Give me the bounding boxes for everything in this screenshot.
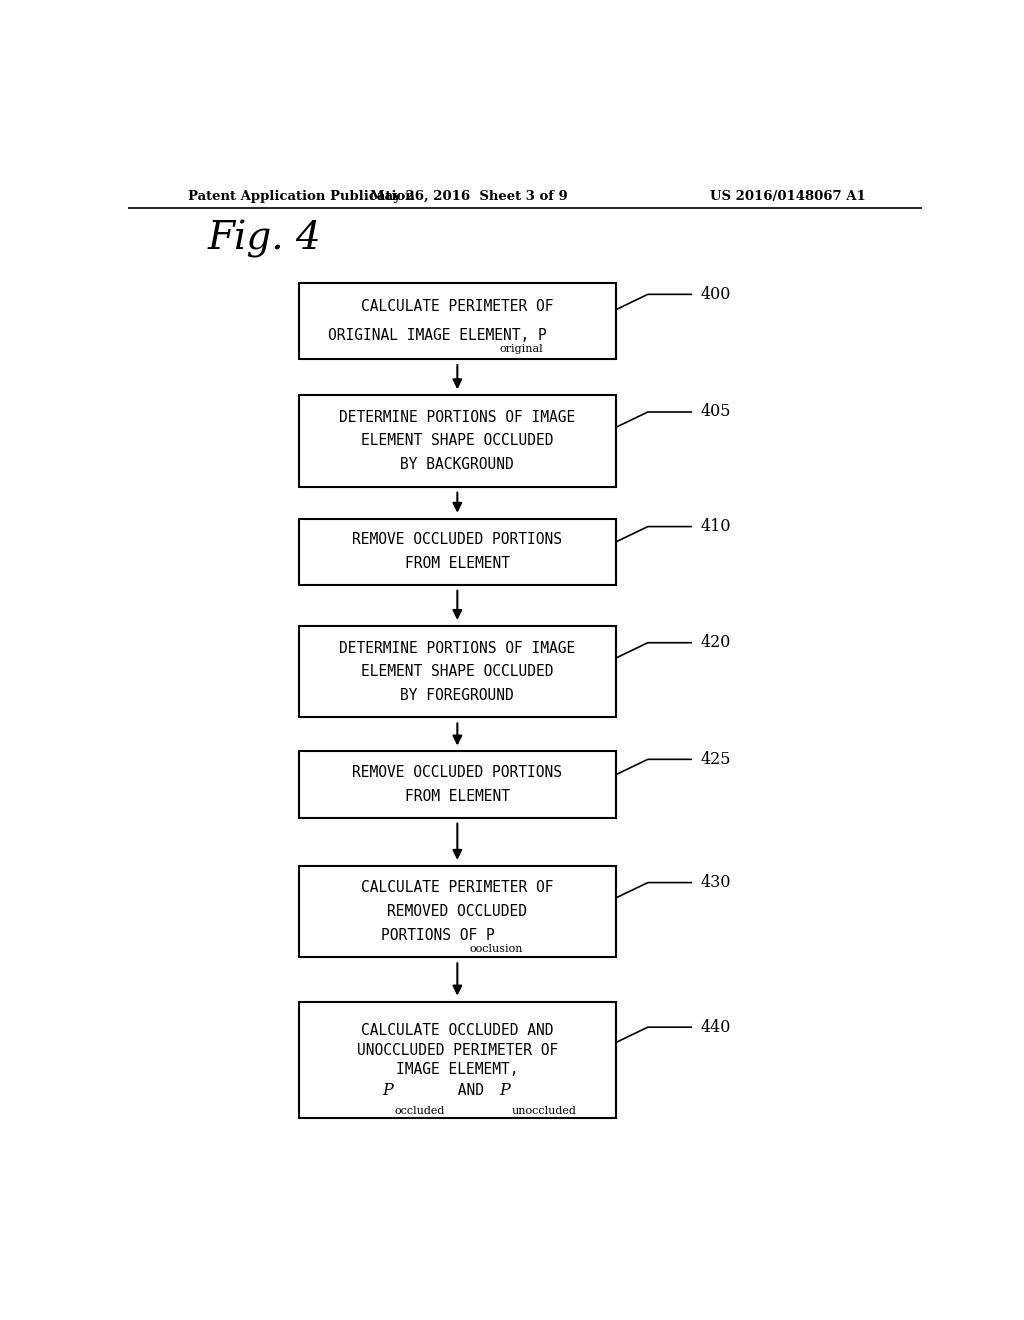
FancyBboxPatch shape <box>299 626 616 718</box>
Text: ooclusion: ooclusion <box>469 944 523 954</box>
FancyBboxPatch shape <box>299 395 616 487</box>
Text: DETERMINE PORTIONS OF IMAGE: DETERMINE PORTIONS OF IMAGE <box>339 640 575 656</box>
Text: 420: 420 <box>701 634 731 651</box>
Text: FROM ELEMENT: FROM ELEMENT <box>404 789 510 804</box>
Text: REMOVE OCCLUDED PORTIONS: REMOVE OCCLUDED PORTIONS <box>352 532 562 546</box>
Text: P: P <box>382 1082 392 1100</box>
Text: 430: 430 <box>701 874 731 891</box>
Text: FROM ELEMENT: FROM ELEMENT <box>404 557 510 572</box>
FancyBboxPatch shape <box>299 751 616 817</box>
Text: REMOVED OCCLUDED: REMOVED OCCLUDED <box>387 904 527 919</box>
Text: ORIGINAL IMAGE ELEMENT, P: ORIGINAL IMAGE ELEMENT, P <box>328 327 547 343</box>
Text: ELEMENT SHAPE OCCLUDED: ELEMENT SHAPE OCCLUDED <box>361 664 554 680</box>
Text: 400: 400 <box>701 286 731 302</box>
Text: CALCULATE OCCLUDED AND: CALCULATE OCCLUDED AND <box>361 1023 554 1039</box>
Text: CALCULATE PERIMETER OF: CALCULATE PERIMETER OF <box>361 300 554 314</box>
Text: May 26, 2016  Sheet 3 of 9: May 26, 2016 Sheet 3 of 9 <box>371 190 568 202</box>
FancyBboxPatch shape <box>299 519 616 585</box>
FancyBboxPatch shape <box>299 866 616 957</box>
Text: BY BACKGROUND: BY BACKGROUND <box>400 457 514 473</box>
Text: original: original <box>499 345 543 354</box>
Text: IMAGE ELEMEMT,: IMAGE ELEMEMT, <box>396 1063 518 1077</box>
Text: 410: 410 <box>701 517 731 535</box>
Text: Fig. 4: Fig. 4 <box>207 219 322 257</box>
Text: 405: 405 <box>701 404 731 421</box>
Text: 440: 440 <box>701 1019 731 1036</box>
FancyBboxPatch shape <box>299 1002 616 1118</box>
Text: P: P <box>500 1082 510 1100</box>
FancyBboxPatch shape <box>299 282 616 359</box>
Text: 425: 425 <box>701 751 731 768</box>
Text: US 2016/0148067 A1: US 2016/0148067 A1 <box>711 190 866 202</box>
Text: PORTIONS OF P: PORTIONS OF P <box>381 928 495 942</box>
Text: unoccluded: unoccluded <box>512 1106 577 1117</box>
Text: AND: AND <box>450 1082 494 1098</box>
Text: ELEMENT SHAPE OCCLUDED: ELEMENT SHAPE OCCLUDED <box>361 433 554 449</box>
Text: DETERMINE PORTIONS OF IMAGE: DETERMINE PORTIONS OF IMAGE <box>339 411 575 425</box>
Text: UNOCCLUDED PERIMETER OF: UNOCCLUDED PERIMETER OF <box>356 1043 558 1057</box>
Text: REMOVE OCCLUDED PORTIONS: REMOVE OCCLUDED PORTIONS <box>352 764 562 780</box>
Text: BY FOREGROUND: BY FOREGROUND <box>400 688 514 702</box>
Text: CALCULATE PERIMETER OF: CALCULATE PERIMETER OF <box>361 880 554 895</box>
Text: occluded: occluded <box>394 1106 445 1117</box>
Text: Patent Application Publication: Patent Application Publication <box>187 190 415 202</box>
